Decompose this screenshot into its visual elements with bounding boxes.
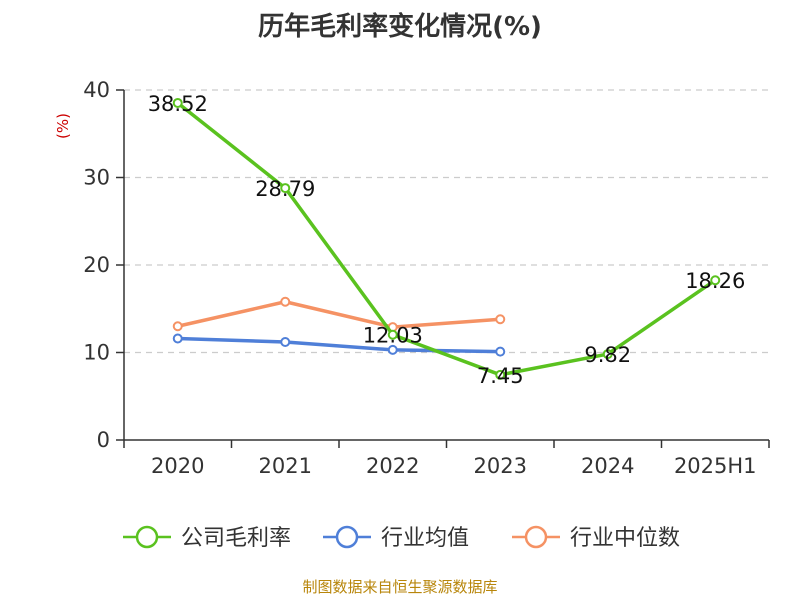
series-layer xyxy=(172,97,721,380)
legend-marker xyxy=(135,525,159,549)
legend-label: 行业均值 xyxy=(381,526,469,551)
data-point xyxy=(495,346,506,357)
x-tick-label: 2020 xyxy=(151,454,204,478)
y-tick-label: 30 xyxy=(83,166,110,190)
legend-marker xyxy=(335,525,359,549)
x-tick-label: 2025H1 xyxy=(674,454,757,478)
y-tick-label: 10 xyxy=(83,341,110,365)
series-line-3 xyxy=(177,300,501,329)
data-point xyxy=(495,314,506,325)
data-point xyxy=(495,369,506,380)
data-point xyxy=(710,275,721,286)
legend: 公司毛利率 行业均值 行业中位数 xyxy=(123,525,680,551)
data-point xyxy=(280,296,291,307)
x-tick-label: 2024 xyxy=(581,454,634,478)
data-point xyxy=(387,344,398,355)
axis-layer: 0 10 20 30 40 (%) 2020 2021 2022 2023 2024 2025H1 xyxy=(54,78,770,478)
y-tick-label: 0 xyxy=(97,428,110,452)
data-label: 12.03 xyxy=(363,324,423,348)
legend-marker xyxy=(524,525,548,549)
data-point xyxy=(172,97,183,108)
y-axis-unit: (%) xyxy=(54,113,72,139)
grid-layer xyxy=(124,89,769,354)
data-label: 7.45 xyxy=(477,364,524,388)
data-label-layer: 38.52 28.79 12.03 7.45 9.82 18.26 xyxy=(148,92,746,388)
data-point xyxy=(387,329,398,340)
x-tick-label: 2023 xyxy=(474,454,527,478)
x-tick-label: 2022 xyxy=(366,454,419,478)
series-line-1 xyxy=(176,101,717,377)
legend-label: 公司毛利率 xyxy=(181,526,291,551)
data-point xyxy=(280,337,291,347)
data-label: 9.82 xyxy=(584,343,631,367)
data-label: 38.52 xyxy=(148,92,208,116)
y-tick-label: 20 xyxy=(83,253,110,277)
data-point xyxy=(172,321,183,332)
data-point xyxy=(280,183,291,194)
y-tick-label: 40 xyxy=(83,78,110,102)
data-label: 18.26 xyxy=(685,269,745,293)
data-point xyxy=(172,333,183,344)
source-footer: 制图数据来自恒生聚源数据库 xyxy=(302,578,498,596)
legend-label: 行业中位数 xyxy=(570,526,680,551)
data-label: 28.79 xyxy=(255,177,315,201)
chart-title: 历年毛利率变化情况(%) xyxy=(258,12,542,42)
series-line-2 xyxy=(177,336,501,354)
data-point xyxy=(602,349,613,360)
x-tick-label: 2021 xyxy=(259,454,312,478)
